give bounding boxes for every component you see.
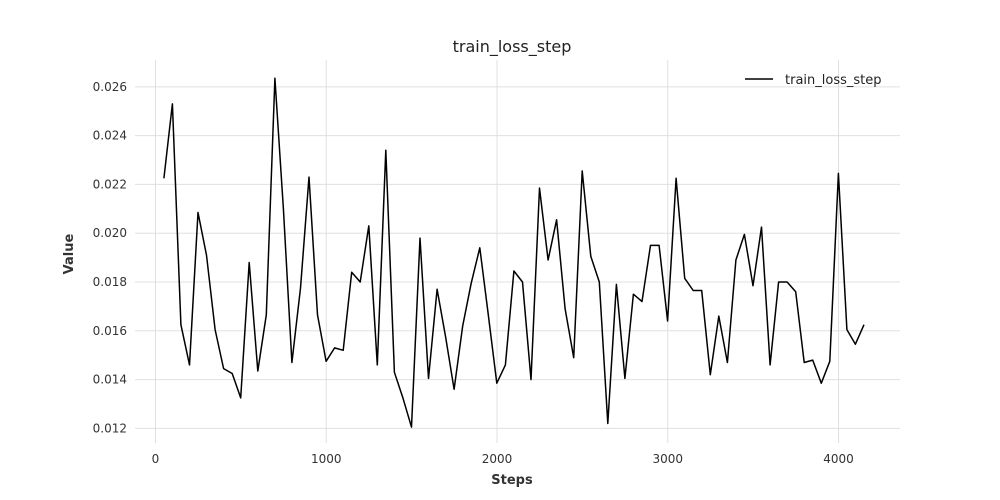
legend-label: train_loss_step [785,73,882,88]
series-line-train_loss_step [163,77,865,428]
y-tick-label: 0.012 [93,421,127,435]
y-tick-labels: 0.012 0.014 0.016 0.018 0.020 0.022 0.024 0.026 [93,80,127,436]
x-tick-label: 3000 [652,452,683,466]
x-tick-label: 0 [152,452,160,466]
x-axis-label: Steps [491,473,533,488]
series-layer [163,77,865,428]
y-tick-label: 0.022 [93,177,127,191]
y-tick-label: 0.014 [93,373,127,387]
x-tick-label: 2000 [482,452,513,466]
y-tick-label: 0.018 [93,275,127,289]
y-tick-label: 0.024 [93,129,127,143]
chart-title: train_loss_step [453,37,572,57]
y-tick-label: 0.026 [93,80,127,94]
x-tick-label: 4000 [823,452,854,466]
legend: train_loss_step [745,73,882,88]
y-tick-label: 0.020 [93,226,127,240]
x-tick-label: 1000 [311,452,342,466]
y-tick-label: 0.016 [93,324,127,338]
y-axis-label: Value [62,233,77,274]
grid [135,60,900,443]
x-tick-labels: 0 1000 2000 3000 4000 [152,452,854,466]
